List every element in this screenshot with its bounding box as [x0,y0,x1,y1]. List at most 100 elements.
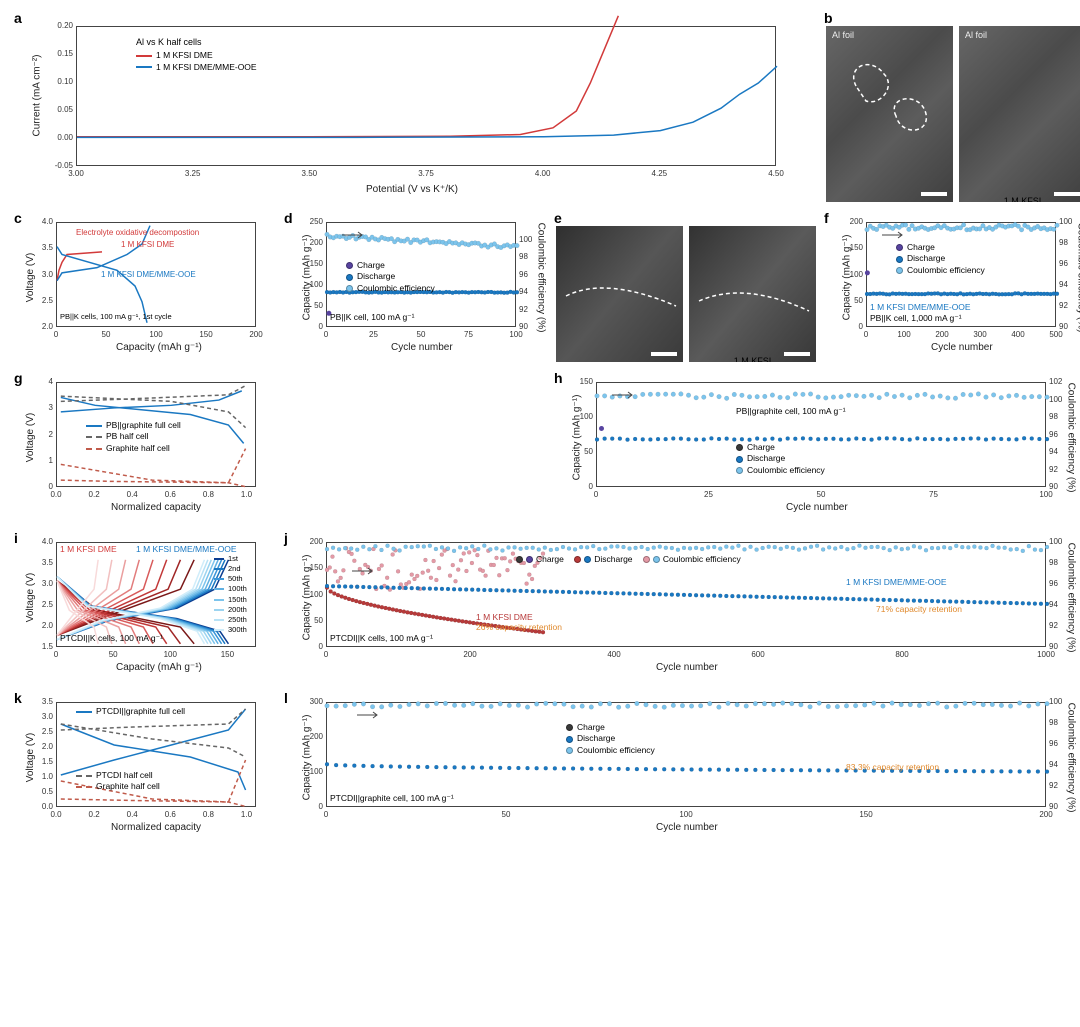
panel-g-label: g [14,370,23,386]
panel-d-leg-charge: Charge [357,260,385,271]
panel-j-legend: Charge Discharge Coulombic efficiency [516,554,741,567]
panel-l-cell: PTCDI||graphite cell, 100 mA g⁻¹ [330,793,454,804]
panel-a-ylabel: Current (mA cm⁻²) [31,55,42,137]
panel-f-cell: PB||K cell, 1,000 mA g⁻¹ [870,313,962,324]
panel-l-leg-d: Discharge [577,733,615,744]
panel-l-leg-c: Charge [577,722,605,733]
panel-j-note-mix: 1 M KFSI DME/MME-OOE [846,577,947,587]
panel-k-legend: PTCDI||graphite full cell [76,706,185,717]
panel-b-cap2: 1 M KFSI DME/MME-OOE [959,196,1080,202]
panel-d-ylabel2: Coulombic efficiency (%) [535,223,546,333]
panel-b-label: b [824,10,833,26]
panel-h-xlabel: Cycle number [786,502,848,513]
panel-h-label: h [554,370,563,386]
panel-c-note-red: Electrolyte oxidative decompostion [76,228,199,237]
panel-k-leg-pt: PTCDI half cell [96,770,153,781]
panel-h: h Capacity (mAh g⁻¹) Coulombic efficienc… [556,372,1080,522]
panel-l-ylabel: Capacity (mAh g⁻¹) [301,715,312,801]
panel-j-cell: PTCDI||K cells, 100 mA g⁻¹ [330,633,433,644]
panel-a: a Current (mA cm⁻²) Potential (V vs K⁺/K… [16,12,816,202]
panel-a-legend-title: Al vs K half cells [136,36,257,48]
figure-grid: a Current (mA cm⁻²) Potential (V vs K⁺/K… [16,12,1064,842]
panel-b: b Al foil 1 M KFSI DME Al foil 1 M KFSI … [826,12,1080,202]
panel-f-note-el: 1 M KFSI DME/MME-OOE [870,302,971,312]
panel-l-legend: Charge Discharge Coulombic efficiency [566,722,655,756]
panel-d-leg-ce: Coulombic efficiency [357,283,435,294]
panel-h-legend: Charge Discharge Coulombic efficiency [736,442,825,476]
panel-l-note-ret: 83.3% capacity retention [846,762,939,772]
panel-k-xlabel: Normalized capacity [111,822,201,833]
panel-b-sem2: Al foil 1 M KFSI DME/MME-OOE [959,26,1080,202]
panel-d-leg-dis: Discharge [357,271,395,282]
panel-i: i Voltage (V) Capacity (mAh g⁻¹) 1 M KFS… [16,532,276,682]
panel-g-leg-full: PB||graphite full cell [106,420,181,431]
panel-c-leg-blue: 1 M KFSI DME/MME-OOE [101,270,196,279]
panel-a-label: a [14,10,22,26]
panel-d-label: d [284,210,293,226]
panel-i-label: i [14,530,18,546]
panel-f-legend: Charge Discharge Coulombic efficiency [896,242,985,276]
panel-h-leg-c: Charge [747,442,775,453]
panel-j: j Capacity (mAh g⁻¹) Coulombic efficienc… [286,532,1080,682]
panel-g-legend: PB||graphite full cell PB half cell Grap… [86,420,181,454]
panel-d-cell: PB||K cell, 100 mA g⁻¹ [330,312,415,323]
panel-j-note-dme: 1 M KFSI DME [476,612,533,622]
panel-j-note-dme-ret: 26% capacity retention [476,622,562,632]
scalebar-icon [651,352,677,356]
panel-b-overlay2: Al foil [965,30,987,40]
panel-l: l Capacity (mAh g⁻¹) Coulombic efficienc… [286,692,1080,842]
panel-l-leg-ce: Coulombic efficiency [577,745,655,756]
panel-i-cyc-legend: 1st2nd50th100th150th200th250th300th [214,554,247,635]
panel-a-legend: Al vs K half cells 1 M KFSI DME 1 M KFSI… [136,36,257,73]
panel-d-xlabel: Cycle number [391,342,453,353]
panel-i-xlabel: Capacity (mAh g⁻¹) [116,662,202,673]
panel-k-leg-gr: Graphite half cell [96,781,160,792]
panel-g: g Voltage (V) Normalized capacity PB||gr… [16,372,276,522]
panel-l-ylabel2: Coulombic efficiency (%) [1065,703,1076,813]
panel-a-xlabel: Potential (V vs K⁺/K) [366,184,458,195]
panel-e-sem2: 1 M KFSI DME/MME-OOE [689,226,816,362]
panel-h-leg-d: Discharge [747,453,785,464]
panel-i-leg-red: 1 M KFSI DME [60,544,117,554]
panel-f-leg-c: Charge [907,242,935,253]
panel-l-xlabel: Cycle number [656,822,718,833]
panel-c-cell: PB||K cells, 100 mA g⁻¹, 1st cycle [60,312,172,321]
panel-j-leg-ce: Coulombic efficiency [663,554,741,565]
panel-c-xlabel: Capacity (mAh g⁻¹) [116,342,202,353]
panel-l-label: l [284,690,288,706]
panel-c: c Voltage (V) Capacity (mAh g⁻¹) Electro… [16,212,276,362]
panel-k-leg-full: PTCDI||graphite full cell [96,706,185,717]
panel-f-leg-ce: Coulombic efficiency [907,265,985,276]
panel-k: k Voltage (V) Normalized capacity PTCDI|… [16,692,276,842]
panel-a-legend2: 1 M KFSI DME/MME-OOE [156,62,257,73]
panel-j-leg-c: Charge [536,554,564,565]
panel-e-cap2: 1 M KFSI DME/MME-OOE [689,356,816,362]
panel-a-legend1: 1 M KFSI DME [156,50,213,61]
panel-f-xlabel: Cycle number [931,342,993,353]
panel-f: f Capacity (mAh g⁻¹) Coulombic efficienc… [826,212,1080,362]
panel-j-label: j [284,530,288,546]
scalebar-icon [921,192,947,196]
panel-g-leg-pb: PB half cell [106,431,149,442]
panel-h-ylabel: Capacity (mAh g⁻¹) [571,395,582,481]
panel-j-ylabel2: Coulombic efficiency (%) [1065,543,1076,653]
panel-g-xlabel: Normalized capacity [111,502,201,513]
panel-h-cell: PB||graphite cell, 100 mA g⁻¹ [736,406,846,417]
panel-e-label: e [554,210,562,226]
panel-k-label: k [14,690,22,706]
panel-i-leg-blue: 1 M KFSI DME/MME-OOE [136,544,237,554]
panel-j-leg-d: Discharge [594,554,632,565]
panel-b-sem1: Al foil 1 M KFSI DME [826,26,953,202]
panel-c-leg-red: 1 M KFSI DME [121,240,174,249]
panel-j-xlabel: Cycle number [656,662,718,673]
panel-e: e 1 M KFSI DME 1 M KFSI DME/MME-OOE [556,212,816,362]
panel-g-leg-gr: Graphite half cell [106,443,170,454]
panel-e-sem1: 1 M KFSI DME [556,226,683,362]
panel-h-leg-ce: Coulombic efficiency [747,465,825,476]
panel-h-ylabel2: Coulombic efficiency (%) [1065,383,1076,493]
panel-f-label: f [824,210,829,226]
panel-d-legend: Charge Discharge Coulombic efficiency [346,260,435,294]
panel-k-legend2: PTCDI half cell Graphite half cell [76,770,160,793]
panel-j-note-mix-ret: 71% capacity retention [876,604,962,614]
panel-f-ylabel2: Coulombic efficiency (%) [1075,223,1080,333]
